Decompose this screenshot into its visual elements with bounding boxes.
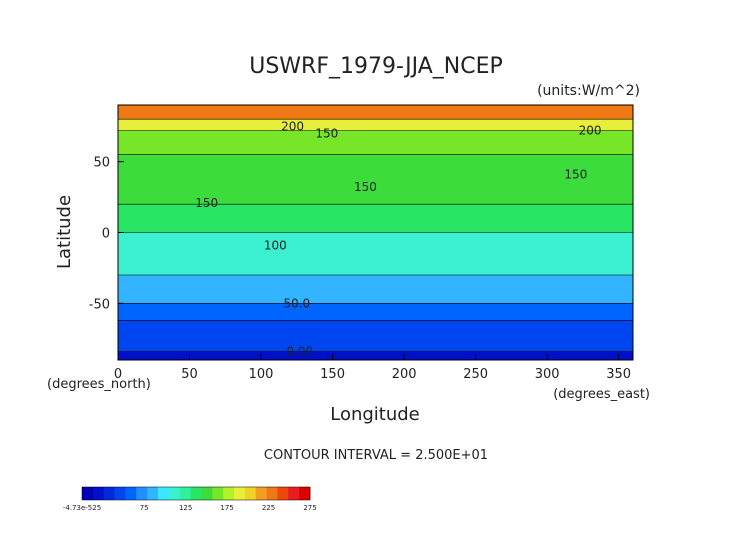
y-unit-label: (degrees_north) — [47, 377, 151, 392]
colorbar-label-1: 75 — [140, 504, 149, 512]
colorbar-swatch-15 — [244, 487, 257, 500]
colorbar-swatch-20 — [299, 487, 311, 500]
axes: 0 50 100 150 200 250 300 350 -50 0 50 — [89, 156, 631, 382]
colorbar-frame — [81, 486, 311, 501]
colorbar-swatch-18 — [277, 487, 289, 500]
x-tick-label-300: 300 — [535, 367, 560, 382]
x-unit-label: (degrees_east) — [553, 387, 650, 402]
x-tick-label-250: 250 — [463, 367, 488, 382]
colorbar-swatch-13 — [223, 487, 235, 500]
latitude-band-2 — [118, 130, 633, 155]
contour-label-5: 150 — [195, 196, 218, 210]
colorbar-label-2: 125 — [179, 504, 192, 512]
colorbar-swatch-1 — [92, 487, 105, 500]
latitude-band-7 — [118, 303, 633, 321]
contour-label-6: 100 — [264, 238, 287, 252]
plot-area — [117, 104, 634, 361]
contour-label-1: 150 — [315, 126, 338, 140]
colorbar-swatch-11 — [201, 487, 213, 500]
colorbar-swatch-17 — [266, 487, 278, 500]
colorbar-swatch-0 — [82, 487, 94, 500]
contour-label-7: 50.0 — [283, 296, 310, 310]
units-label: (units:W/m^2) — [537, 83, 640, 99]
colorbar-swatch-2 — [103, 487, 115, 500]
colorbar-swatch-7 — [158, 487, 170, 500]
latitude-band-3 — [118, 154, 633, 205]
colorbar-swatch-14 — [234, 487, 246, 500]
colorbar-swatch-3 — [114, 487, 126, 500]
colorbar-swatch-8 — [168, 487, 181, 500]
latitude-band-8 — [118, 320, 633, 352]
colorbar-swatch-12 — [212, 487, 224, 500]
colorbar-label-5: 275 — [303, 504, 316, 512]
colorbar-label-0: -4.73e-525 — [63, 504, 101, 512]
y-tick-label-0: 0 — [102, 227, 110, 242]
y-tick-label-50: 50 — [93, 156, 110, 171]
colorbar-swatch-5 — [136, 487, 148, 500]
contour-labels: 200 150 200 150 150 150 100 50.0 0.00 — [195, 119, 601, 358]
latitude-band-4 — [118, 204, 633, 233]
colorbar: -4.73e-525 75 125 175 225 275 — [63, 486, 317, 512]
colorbar-swatch-16 — [255, 487, 267, 500]
colorbar-swatch-6 — [147, 487, 159, 500]
latitude-band-0 — [118, 105, 633, 120]
x-axis-title: Longitude — [330, 404, 420, 425]
contour-label-0: 200 — [281, 119, 304, 133]
latitude-band-5 — [118, 232, 633, 275]
x-tick-label-50: 50 — [181, 367, 198, 382]
y-axis-title: Latitude — [54, 195, 75, 269]
colorbar-label-4: 225 — [262, 504, 275, 512]
colorbar-swatch-19 — [288, 487, 300, 500]
contour-label-2: 200 — [579, 124, 602, 138]
x-tick-label-0: 0 — [114, 367, 122, 382]
colorbar-label-3: 175 — [220, 504, 233, 512]
x-tick-label-150: 150 — [320, 367, 345, 382]
x-tick-label-350: 350 — [606, 367, 631, 382]
contour-label-3: 150 — [564, 167, 587, 181]
chart-title: USWRF_1979-JJA_NCEP — [249, 54, 503, 79]
latitude-band-9 — [118, 351, 633, 360]
contour-label-4: 150 — [354, 180, 377, 194]
colorbar-swatch-4 — [125, 487, 137, 500]
colorbar-swatch-9 — [179, 487, 191, 500]
contour-interval-note: CONTOUR INTERVAL = 2.500E+01 — [264, 448, 488, 463]
latitude-band-6 — [118, 275, 633, 304]
x-tick-label-200: 200 — [392, 367, 417, 382]
latitude-band-1 — [118, 119, 633, 131]
y-tick-label--50: -50 — [89, 297, 110, 312]
colorbar-swatch-10 — [190, 487, 202, 500]
contour-label-8: 0.00 — [286, 345, 313, 359]
x-tick-label-100: 100 — [249, 367, 274, 382]
